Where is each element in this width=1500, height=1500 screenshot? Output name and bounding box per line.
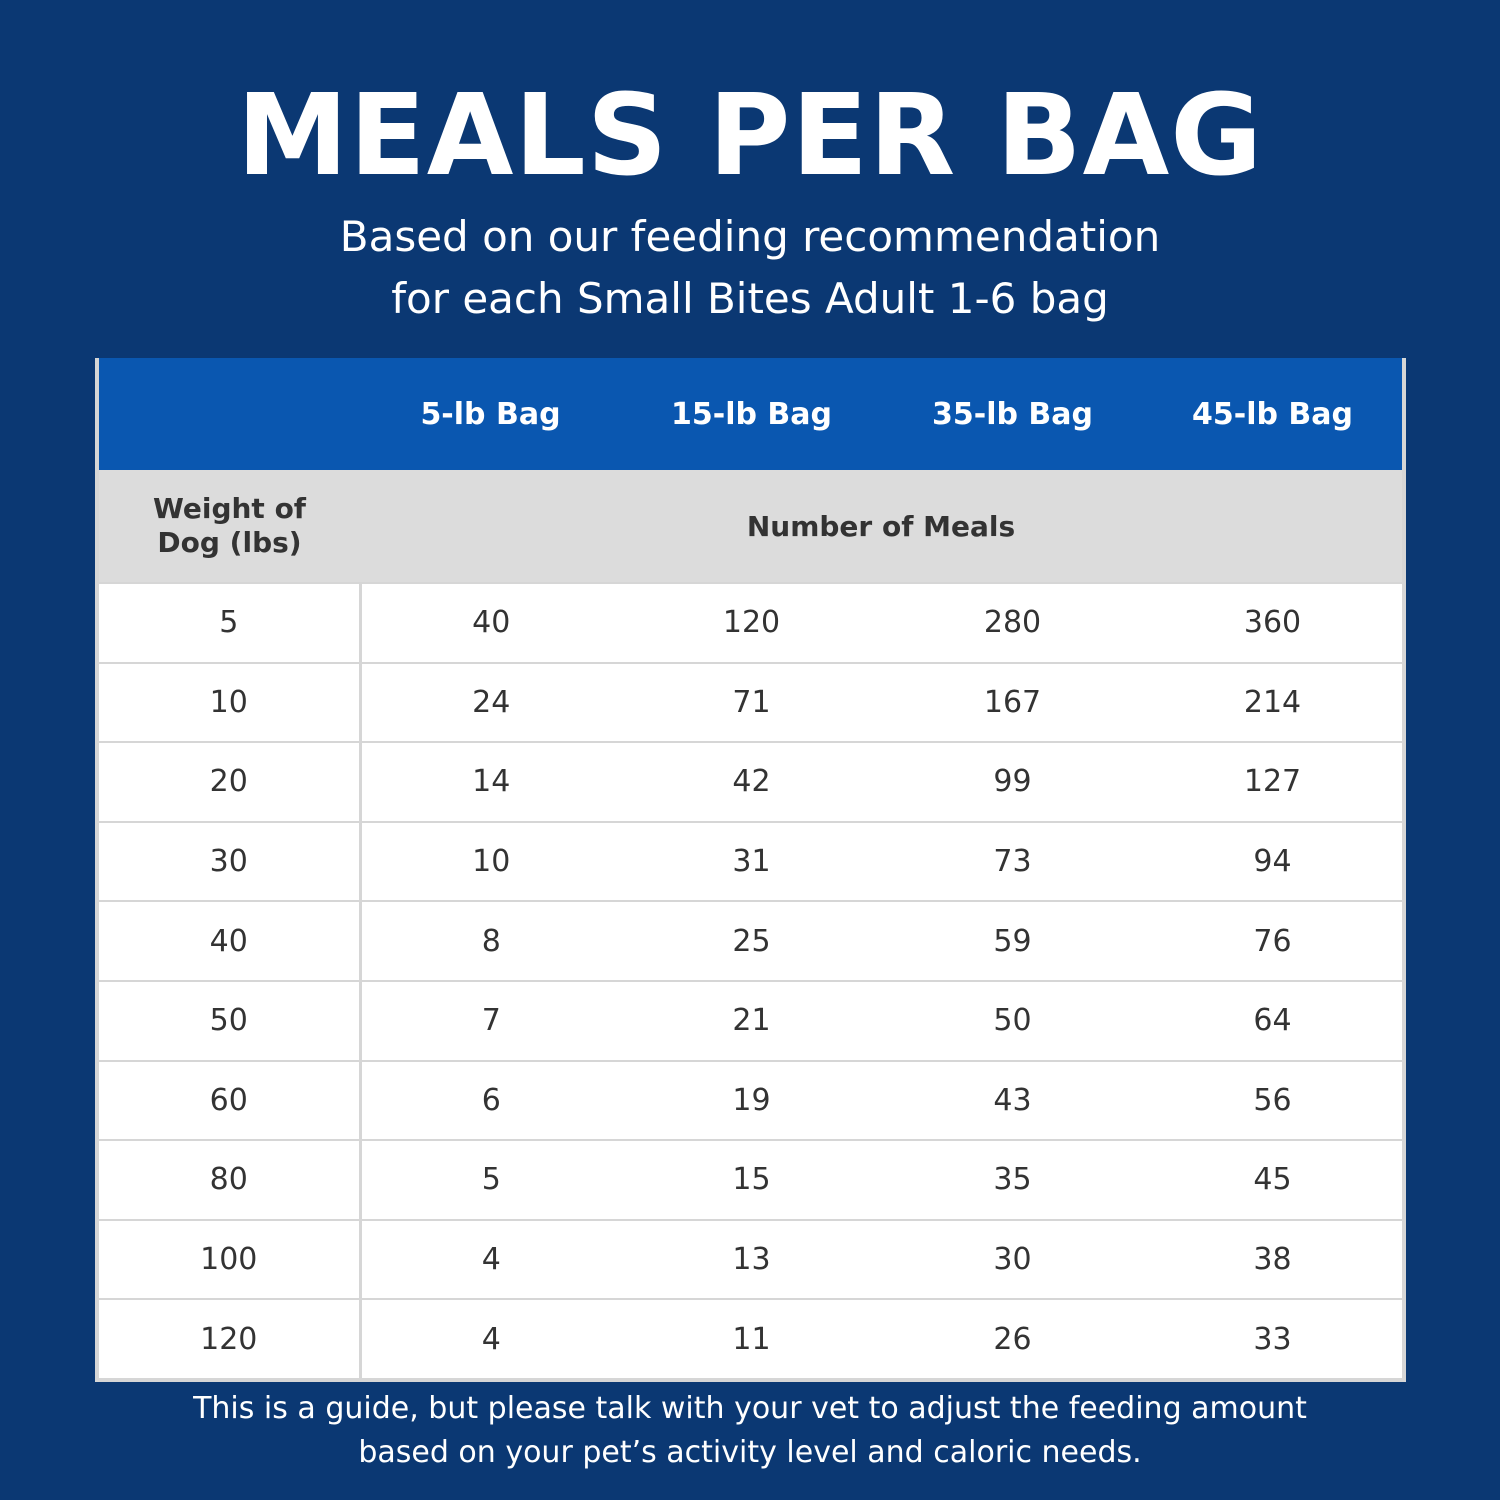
meals-cell: 73	[882, 820, 1143, 902]
column-header: 35-lb Bag	[882, 358, 1143, 470]
meals-cell: 19	[621, 1059, 882, 1141]
meals-cell: 21	[621, 979, 882, 1061]
weight-cell: 20	[97, 741, 362, 822]
footer-line: This is a guide, but please talk with yo…	[193, 1391, 1307, 1426]
data-row: 50 7 21 50 64	[97, 979, 1404, 1061]
meals-cell: 25	[621, 900, 882, 981]
meals-cell: 42	[621, 741, 882, 822]
subtitle-line: Based on our feeding recommendation	[339, 212, 1161, 261]
meals-cell: 5	[360, 1139, 621, 1220]
column-header: 45-lb Bag	[1143, 358, 1404, 470]
row-header: Weight of Dog (lbs)	[97, 470, 360, 583]
data-row: 30 10 31 73 94	[97, 820, 1404, 902]
weight-cell: 50	[97, 979, 362, 1061]
meals-cell: 280	[882, 582, 1143, 663]
data-row: 40 8 25 59 76	[97, 900, 1404, 981]
meals-cell: 64	[1143, 979, 1404, 1061]
meals-cell: 24	[360, 661, 621, 743]
data-row: 60 6 19 43 56	[97, 1059, 1404, 1141]
weight-cell: 10	[97, 661, 362, 743]
meals-cell: 15	[621, 1139, 882, 1220]
meals-cell: 76	[1143, 900, 1404, 981]
data-row: 80 5 15 35 45	[97, 1139, 1404, 1220]
title: MEALS PER BAG	[236, 71, 1264, 201]
data-row: 20 14 42 99 127	[97, 741, 1404, 822]
weight-cell: 30	[97, 820, 362, 902]
meals-cell: 6	[360, 1059, 621, 1141]
subtitle: Based on our feeding recommendation for …	[0, 206, 1500, 330]
meals-cell: 35	[882, 1139, 1143, 1220]
meals-cell: 360	[1143, 582, 1404, 663]
meals-cell: 56	[1143, 1059, 1404, 1141]
meals-cell: 50	[882, 979, 1143, 1061]
data-row: 100 4 13 30 38	[97, 1218, 1404, 1300]
group-row: Weight of Dog (lbs) Number of Meals	[97, 470, 1404, 583]
meals-cell: 30	[882, 1218, 1143, 1300]
meals-cell: 59	[882, 900, 1143, 981]
data-row: 120 4 11 26 33	[97, 1298, 1404, 1380]
header-row: 5-lb Bag 15-lb Bag 35-lb Bag 45-lb Bag	[97, 358, 1404, 470]
meals-cell: 214	[1143, 661, 1404, 743]
group-header: Number of Meals	[360, 470, 1404, 583]
meals-cell: 38	[1143, 1218, 1404, 1300]
meals-cell: 13	[621, 1218, 882, 1300]
data-row: 5 40 120 280 360	[97, 582, 1404, 663]
meals-cell: 71	[621, 661, 882, 743]
meals-cell: 94	[1143, 820, 1404, 902]
meals-cell: 4	[360, 1218, 621, 1300]
meals-cell: 167	[882, 661, 1143, 743]
meals-cell: 14	[360, 741, 621, 822]
meals-cell: 127	[1143, 741, 1404, 822]
meals-cell: 8	[360, 900, 621, 981]
meals-cell: 31	[621, 820, 882, 902]
meals-cell: 4	[360, 1298, 621, 1380]
weight-cell: 60	[97, 1059, 362, 1141]
meals-cell: 99	[882, 741, 1143, 822]
footer-line: based on your pet’s activity level and c…	[358, 1435, 1142, 1470]
meals-cell: 45	[1143, 1139, 1404, 1220]
header-cell	[97, 358, 360, 470]
meals-cell: 11	[621, 1298, 882, 1380]
meals-cell: 7	[360, 979, 621, 1061]
meals-cell: 43	[882, 1059, 1143, 1141]
subtitle-line: for each Small Bites Adult 1-6 bag	[391, 274, 1109, 323]
meals-cell: 40	[360, 582, 621, 663]
weight-cell: 80	[97, 1139, 362, 1220]
data-row: 10 24 71 167 214	[97, 661, 1404, 743]
column-header: 15-lb Bag	[621, 358, 882, 470]
meals-cell: 10	[360, 820, 621, 902]
weight-cell: 120	[97, 1298, 362, 1380]
meals-table: 5-lb Bag 15-lb Bag 35-lb Bag 45-lb Bag Weigh…	[95, 358, 1406, 1382]
footer: This is a guide, but please talk with yo…	[0, 1387, 1500, 1475]
meals-cell: 120	[621, 582, 882, 663]
column-header: 5-lb Bag	[360, 358, 621, 470]
meals-cell: 33	[1143, 1298, 1404, 1380]
weight-cell: 100	[97, 1218, 362, 1300]
meals-cell: 26	[882, 1298, 1143, 1380]
weight-cell: 5	[97, 582, 362, 663]
weight-cell: 40	[97, 900, 362, 981]
